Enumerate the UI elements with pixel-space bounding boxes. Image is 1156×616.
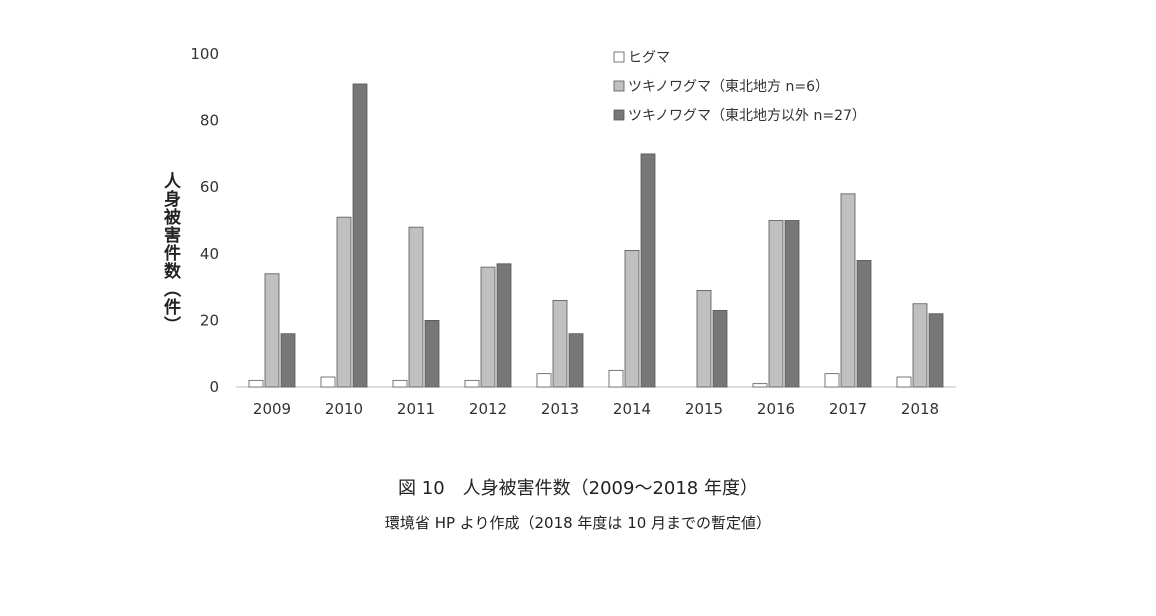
bar [640, 153, 656, 388]
legend-swatch [613, 51, 625, 63]
x-tick-label: 2012 [469, 400, 507, 418]
bar [408, 226, 424, 388]
y-axis-ticks: 0 20 40 60 80 100 [190, 45, 219, 396]
figure-source: 環境省 HP より作成（2018 年度は 10 月までの暫定値） [384, 514, 772, 532]
y-axis-label: 人身被害件数（件） [160, 172, 180, 334]
bar [824, 373, 840, 388]
bars [248, 83, 944, 388]
bar [320, 376, 336, 388]
y-tick-label: 60 [200, 178, 219, 196]
bar [536, 373, 552, 388]
x-tick-label: 2018 [901, 400, 939, 418]
bar [784, 220, 800, 388]
bar [696, 290, 712, 388]
bar [840, 193, 856, 388]
x-tick-label: 2015 [685, 400, 723, 418]
bar [568, 333, 584, 388]
bar [352, 83, 368, 388]
legend-label: ツキノワグマ（東北地方 n=6） [628, 79, 829, 95]
bar [496, 263, 512, 388]
legend-swatch [613, 80, 625, 92]
x-axis-ticks: 2009 2010 2011 2012 2013 2014 2015 2016 2017 2018 [253, 400, 939, 418]
x-tick-label: 2014 [613, 400, 651, 418]
bar [624, 250, 640, 388]
x-tick-label: 2017 [829, 400, 867, 418]
bar [712, 310, 728, 388]
bar [928, 313, 944, 388]
bar [912, 303, 928, 388]
legend-swatch [613, 109, 625, 121]
bar [608, 369, 624, 388]
legend-label: ツキノワグマ（東北地方以外 n=27） [628, 108, 866, 124]
bar [336, 216, 352, 388]
x-tick-label: 2009 [253, 400, 291, 418]
y-tick-label: 100 [190, 45, 219, 63]
y-tick-label: 40 [200, 245, 219, 263]
bar [896, 376, 912, 388]
bar [768, 220, 784, 388]
x-tick-label: 2011 [397, 400, 435, 418]
bar [392, 379, 408, 388]
bar [264, 273, 280, 388]
x-tick-label: 2016 [757, 400, 795, 418]
bar [856, 260, 872, 388]
bar [752, 383, 768, 388]
legend-label: ヒグマ [628, 50, 670, 66]
x-tick-label: 2013 [541, 400, 579, 418]
bar [480, 266, 496, 388]
bar [552, 300, 568, 388]
y-tick-label: 0 [209, 378, 219, 396]
bar [248, 379, 264, 388]
figure-caption: 図 10 人身被害件数（2009～2018 年度） [398, 478, 758, 499]
y-tick-label: 20 [200, 311, 219, 329]
bar [280, 333, 296, 388]
x-tick-label: 2010 [325, 400, 363, 418]
bar [424, 319, 440, 388]
bar [464, 379, 480, 388]
y-tick-label: 80 [200, 112, 219, 130]
